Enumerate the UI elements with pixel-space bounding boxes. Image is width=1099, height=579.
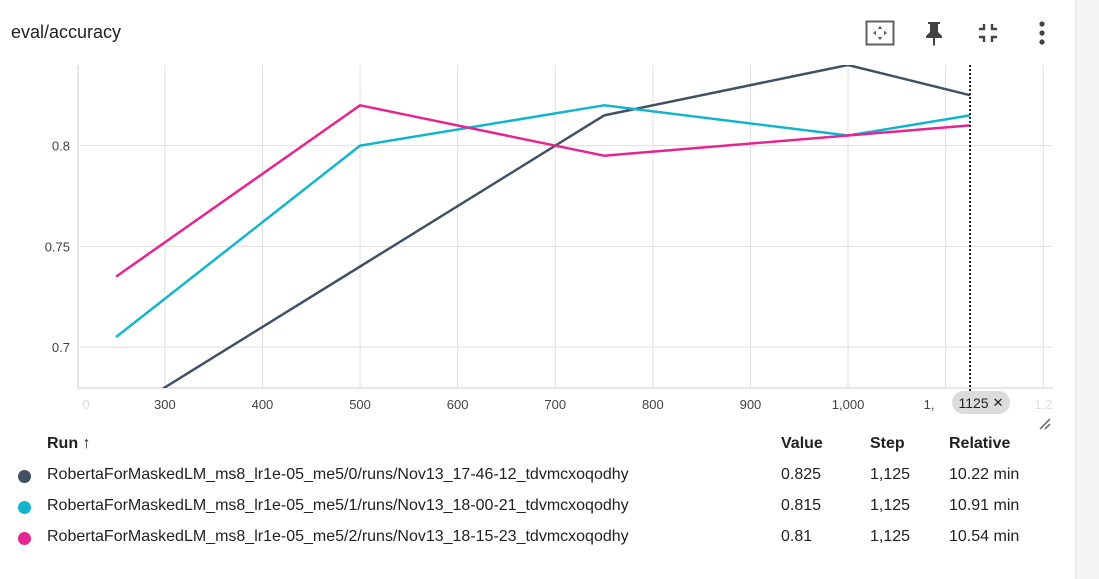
cell-relative: 10.54 min [949, 528, 1020, 545]
x-tick-label: 400 [252, 397, 274, 412]
cell-step: 1,125 [870, 528, 911, 545]
fit-domain-button[interactable] [862, 17, 898, 49]
selected-step-chip[interactable]: 1125 ✕ [952, 391, 1010, 414]
series-group [115, 65, 971, 388]
x-tick-label-faded: 0 [82, 397, 89, 412]
series-line-0 [161, 65, 971, 388]
fit-domain-icon [865, 20, 895, 46]
cell-run: RobertaForMaskedLM_ms8_lr1e-05_me5/2/run… [47, 528, 629, 545]
x-tick-label-faded: 1,2 [1034, 397, 1052, 412]
cell-relative: 10.91 min [949, 497, 1020, 514]
x-tick-label: 500 [349, 397, 371, 412]
cell-relative: 10.22 min [949, 466, 1020, 483]
more-button[interactable] [1028, 17, 1056, 49]
cell-step: 1,125 [870, 466, 911, 483]
x-tick-label-partial: 1, [924, 397, 935, 412]
header-value[interactable]: Value [781, 435, 823, 452]
pin-icon [926, 22, 942, 46]
right-gutter [1076, 0, 1099, 579]
cell-run: RobertaForMaskedLM_ms8_lr1e-05_me5/0/run… [47, 466, 629, 483]
collapse-icon [979, 24, 997, 42]
pin-button[interactable] [918, 17, 950, 49]
collapse-button[interactable] [972, 17, 1004, 49]
more-vert-icon [1039, 21, 1045, 45]
cell-value: 0.81 [781, 528, 813, 545]
line-chart[interactable]: 300 400 500 600 700 800 900 1,000 0 1,2 1, 0.7 0.75 0… [0, 55, 1075, 430]
series-line-2 [115, 104, 971, 278]
header-relative[interactable]: Relative [949, 435, 1011, 452]
run-color-dot [18, 470, 31, 483]
header-run[interactable]: Run ↑ [47, 435, 91, 452]
x-tick-label: 1,000 [832, 397, 865, 412]
table-row[interactable]: RobertaForMaskedLM_ms8_lr1e-05_me5/0/run… [0, 461, 1075, 491]
selected-step-value: 1125 [958, 394, 989, 411]
scalar-card: eval/accuracy 300 400 500 600 700 800 900 1,000… [0, 0, 1076, 579]
y-tick-label: 0.75 [45, 239, 70, 254]
y-tick-label: 0.8 [52, 139, 70, 154]
cell-run: RobertaForMaskedLM_ms8_lr1e-05_me5/1/run… [47, 497, 629, 514]
table-row[interactable]: RobertaForMaskedLM_ms8_lr1e-05_me5/2/run… [0, 523, 1075, 553]
run-color-dot [18, 532, 31, 545]
cell-value: 0.815 [781, 497, 822, 514]
cell-value: 0.825 [781, 466, 822, 483]
table-row[interactable]: RobertaForMaskedLM_ms8_lr1e-05_me5/1/run… [0, 492, 1075, 522]
x-tick-label: 900 [740, 397, 762, 412]
y-tick-label: 0.7 [52, 340, 70, 355]
x-tick-label: 800 [642, 397, 664, 412]
resize-handle-icon[interactable] [1039, 418, 1051, 430]
header-step[interactable]: Step [870, 435, 905, 452]
run-color-dot [18, 501, 31, 514]
close-icon[interactable]: ✕ [992, 394, 1004, 410]
x-tick-label: 700 [544, 397, 566, 412]
x-tick-label: 300 [154, 397, 176, 412]
x-tick-label: 600 [447, 397, 469, 412]
series-line-1 [115, 104, 971, 338]
card-title: eval/accuracy [11, 22, 122, 42]
cell-step: 1,125 [870, 497, 911, 514]
